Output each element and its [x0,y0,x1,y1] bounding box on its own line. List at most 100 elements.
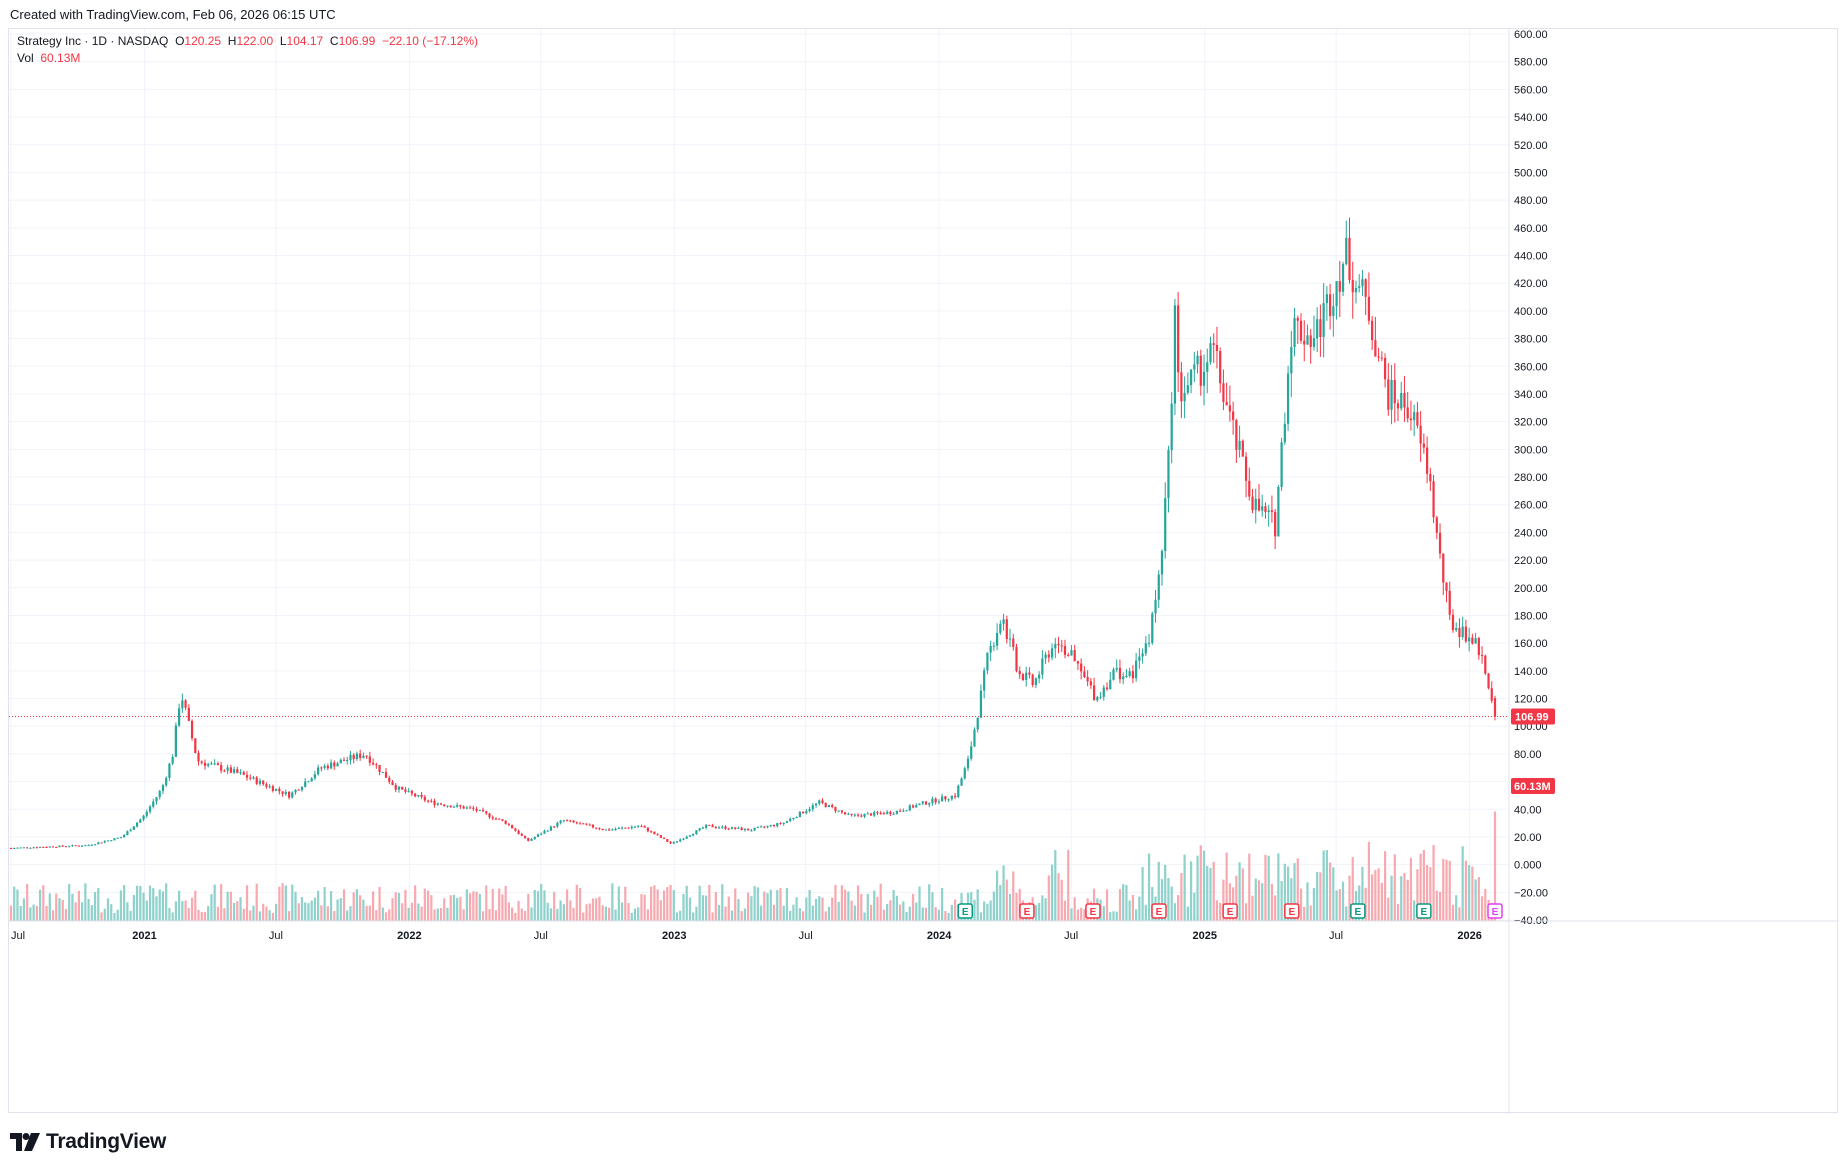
candle-body [873,812,876,816]
volume-bar [763,891,766,921]
price-chart[interactable]: E E E E E E E E E 600.00 580.00 560.00 540.00 520.00… [9,29,1839,1114]
volume-bar [585,904,588,921]
candle-body [449,805,452,808]
candle-body [103,841,106,843]
candle-body [1458,627,1461,638]
volume-bar [1186,906,1189,921]
candle-body [999,623,1002,633]
candle-body [1238,440,1241,450]
volume-bar [258,911,262,921]
volume-bar [178,890,181,921]
volume-bar [837,901,840,921]
candle-body [1332,306,1335,316]
volume-bar [174,901,178,921]
earnings-marker [1222,903,1238,919]
candle-body [1193,364,1196,370]
volume-bar [355,889,359,921]
tradingview-brand[interactable]: TradingView [10,1130,166,1154]
candle-body [863,813,866,817]
earnings-marker-label: E [1156,907,1163,918]
volume-bar [840,885,844,921]
candle-body [145,811,148,816]
volume-bar [708,884,711,921]
volume-bar [1105,889,1109,921]
candle-body [1248,480,1251,497]
volume-bar [556,908,559,921]
earnings-marker [1284,903,1300,919]
candle-body [717,827,721,829]
volume-bar [1448,860,1451,921]
volume-bar [785,888,789,921]
volume-bar [1303,906,1306,921]
volume-bar [1102,906,1105,921]
candle-body [869,813,873,816]
volume-bar [928,884,931,921]
candle-body [1438,532,1442,554]
volume-bar [995,870,999,921]
candle-body [617,827,620,829]
candle-body [1480,654,1484,656]
candle-body [1138,656,1141,661]
volume-bar [1348,875,1351,921]
volume-bar [520,908,523,921]
candle-body [1461,626,1464,638]
y-tick-label: 520.00 [1514,140,1548,152]
candle-body [1274,511,1277,537]
volume-label[interactable]: Vol [17,51,34,65]
volume-bar [1270,883,1274,921]
candle-body [892,813,895,815]
y-tick-label: 320.00 [1514,417,1548,429]
volume-bar [591,898,595,921]
volume-bar [194,890,197,921]
candle-body [1419,425,1422,444]
candle-body [992,645,995,647]
volume-bar [320,905,323,921]
volume-bar [187,908,190,921]
earnings-marker-label: E [1492,907,1499,918]
volume-bar [798,908,801,921]
candle-body [426,800,430,802]
candle-body [853,814,856,816]
candle-body [462,806,465,809]
chart-pane[interactable]: E E E E E E E E E 600.00 580.00 560.00 540.00 520.00… [8,28,1839,1114]
volume-bar [844,889,847,921]
volume-bar [598,896,601,921]
candle-body [197,753,200,762]
volume-bar [1219,902,1222,921]
candle-body [963,768,966,779]
volume-bar [1183,854,1186,921]
volume-bar [226,891,229,921]
y-tick-label: −20.00 [1514,887,1548,899]
candle-body [216,763,220,766]
volume-bar [1316,871,1319,921]
candle-body [834,807,837,812]
earnings-marker [1350,903,1366,919]
volume-bar [569,900,572,921]
tradingview-wordmark: TradingView [46,1130,167,1153]
candle-body [698,828,701,831]
volume-bar [368,905,371,921]
symbol-title[interactable]: Strategy Inc · 1D · NASDAQ [17,34,169,48]
volume-bar [281,883,284,921]
candle-body [29,847,32,849]
volume-bar [1400,876,1403,921]
volume-bar [1257,880,1261,921]
volume-bar [889,900,892,921]
volume-bar [1012,871,1015,921]
candle-body [116,837,119,839]
candle-body [944,796,947,800]
candle-body [1309,335,1312,347]
candle-body [591,824,595,828]
candle-body [556,822,559,827]
volume-bar [1228,883,1231,921]
candle-body [995,632,999,646]
volume-bar [595,898,598,921]
volume-bar [1083,909,1086,921]
candle-body [620,827,624,829]
volume-bar [847,891,850,921]
y-tick-label: 120.00 [1514,694,1548,706]
candle-body [1338,281,1341,292]
candle-body [753,827,756,831]
volume-bar [1112,911,1115,921]
volume-bar [1209,868,1212,921]
